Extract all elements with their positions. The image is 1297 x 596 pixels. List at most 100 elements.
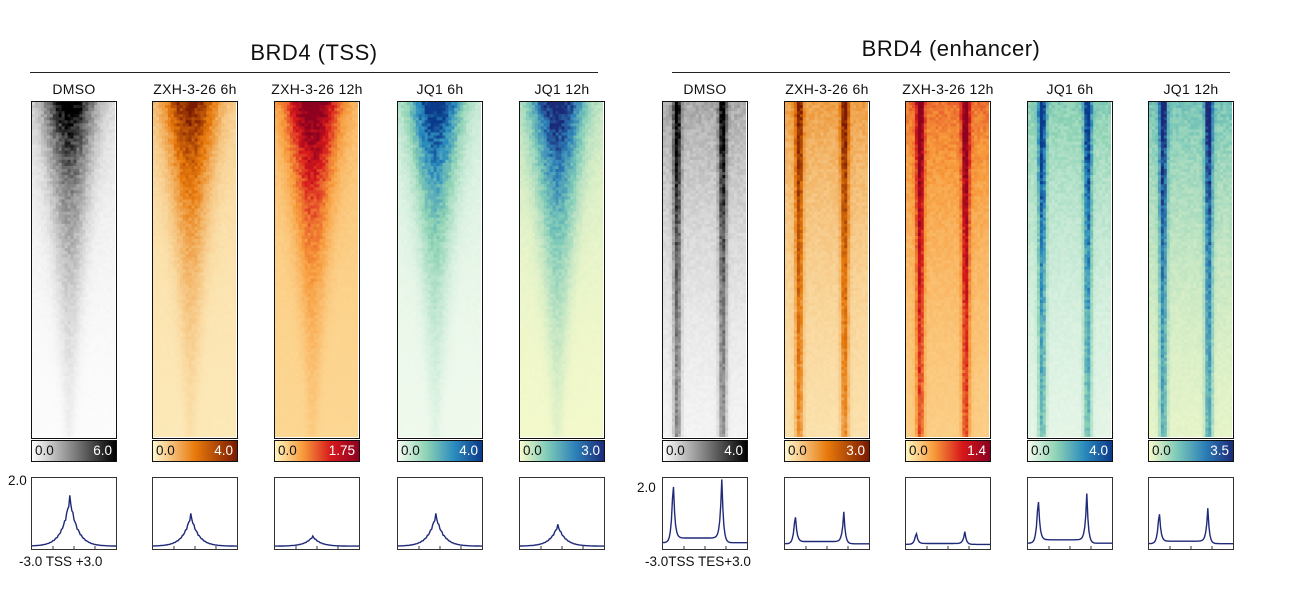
heatmap-cell [85,214,89,219]
heatmap-cell [32,284,36,289]
heatmap-cell [91,360,95,365]
heatmap-cell [76,296,80,301]
heatmap-cell [88,345,92,350]
heatmap-cell [167,147,172,152]
heatmap-cell [85,397,89,401]
heatmap-cell [209,162,213,167]
heatmap-cell [32,342,36,347]
heatmap-cell [230,281,234,286]
heatmap-cell [46,129,51,133]
heatmap-cell [70,199,74,203]
heatmap-cell [34,190,39,194]
heatmap-cell [88,138,92,142]
heatmap-cell [103,175,107,179]
heatmap-cell [73,272,77,276]
heatmap-cell [206,190,210,194]
heatmap-cell [64,330,68,334]
heatmap-cell [52,144,57,149]
heatmap-cell [203,287,207,292]
heatmap-cell [176,248,181,252]
heatmap-cell [97,382,101,386]
heatmap-cell [58,345,63,350]
heatmap-cell [206,293,210,298]
heatmap-cell [94,236,98,240]
heatmap-cell [218,144,222,149]
heatmap-cell [153,220,157,225]
heatmap-cell [52,190,57,194]
heatmap-cell [70,278,74,283]
heatmap-cell [167,272,172,276]
heatmap-cell [103,114,107,118]
heatmap-cell [185,144,189,149]
heatmap-cell [91,382,95,386]
heatmap-cell [43,376,48,380]
heatmap-cell [76,114,80,118]
heatmap-cell [61,366,65,371]
heatmap-cell [79,165,83,170]
heatmap-cell [32,205,36,209]
heatmap-cell [106,360,110,365]
heatmap-cell [227,223,231,228]
heatmap-cell [227,242,231,246]
heatmap-cell [49,178,54,182]
heatmap-cell [179,111,184,115]
heatmap-cell [85,205,89,209]
heatmap-cell [73,382,77,386]
heatmap-cell [224,159,228,164]
heatmap-cell [46,424,51,429]
heatmap-cell [233,254,236,258]
heatmap-cell [224,144,228,149]
heatmap-cell [203,159,207,164]
heatmap-cell [179,196,184,200]
heatmap-cell [167,141,172,146]
heatmap-cell [109,406,113,410]
heatmap-cell [170,248,175,252]
heatmap-cell [88,129,92,133]
heatmap-cell [170,144,175,149]
heatmap-cell [155,245,160,249]
heatmap-cell [52,187,57,191]
heatmap-cell [230,147,234,152]
heatmap-cell [52,424,57,429]
heatmap-cell [52,281,57,286]
heatmap-cell [173,239,178,243]
heatmap-cell [153,175,157,179]
heatmap-cell [173,275,178,280]
heatmap-cell [100,281,104,286]
heatmap-cell [100,269,104,273]
heatmap-cell [37,385,42,389]
heatmap-cell [46,376,51,380]
heatmap-cell [153,153,157,158]
heatmap-cell [203,181,207,185]
heatmap-cell [49,376,54,380]
heatmap-cell [88,303,92,307]
heatmap-cell [67,382,71,386]
heatmap-cell [91,108,95,112]
heatmap-cell [112,373,115,377]
heatmap-cell [106,165,110,170]
heatmap-cell [106,184,110,188]
heatmap-cell [188,278,192,283]
heatmap-cell [167,196,172,200]
heatmap-cell [58,336,63,340]
heatmap-cell [82,193,86,197]
heatmap-cell [200,144,204,149]
heatmap-cell [176,293,181,298]
heatmap-cell [76,333,80,337]
heatmap-cell [185,138,189,142]
heatmap-cell [64,333,68,337]
heatmap-cell [100,138,104,142]
heatmap-cell [100,397,104,401]
heatmap-cell [70,272,74,276]
heatmap-cell [43,175,48,179]
heatmap-cell [112,357,115,362]
heatmap-cell [191,196,195,200]
heatmap-cell [221,208,225,213]
heatmap-cell [94,102,98,106]
heatmap-cell [153,165,157,170]
heatmap-cell [43,394,48,398]
heatmap-cell [179,159,184,164]
heatmap-cell [233,150,236,155]
heatmap-cell [46,105,51,109]
heatmap-cell [206,296,210,301]
